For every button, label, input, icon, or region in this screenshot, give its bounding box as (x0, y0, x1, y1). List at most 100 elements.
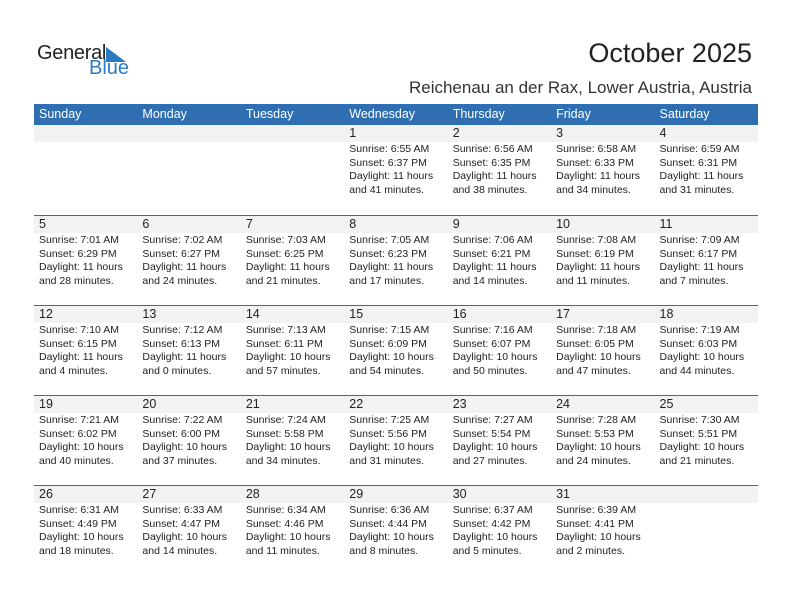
daylight-minutes-text: and 38 minutes. (452, 183, 528, 196)
day-cell: Sunrise: 7:01 AM Sunset: 6:29 PM Daylight:… (34, 233, 137, 288)
day-number: 10 (556, 217, 571, 231)
sunrise-text: Sunrise: 7:18 AM (556, 324, 637, 336)
daylight-minutes-text: and 14 minutes. (452, 274, 528, 287)
weekday-tuesday: Tuesday (245, 107, 294, 121)
sunrise-text: Sunrise: 7:27 AM (452, 414, 533, 426)
week-row: 26 27 28 29 30 31 Sunrise: 6:31 AM Sunset: 4:49… (34, 485, 758, 575)
sunset-text: Sunset: 4:46 PM (245, 517, 324, 530)
day-cell: Sunrise: 7:22 AM Sunset: 6:00 PM Daylight:… (137, 413, 240, 468)
daylight-text: Daylight: 10 hours (452, 351, 538, 363)
sunrise-text: Sunrise: 7:02 AM (142, 234, 223, 246)
day-number-row: 5 6 7 8 9 10 11 (34, 216, 758, 233)
day-number: 11 (659, 217, 673, 231)
location-subtitle: Reichenau an der Rax, Lower Austria, Aus… (408, 78, 752, 97)
daylight-text: Daylight: 11 hours (349, 170, 434, 182)
sunset-text: Sunset: 4:42 PM (452, 517, 531, 530)
day-cell: Sunrise: 7:13 AM Sunset: 6:11 PM Daylight:… (241, 323, 344, 378)
sunrise-text: Sunrise: 7:03 AM (245, 234, 326, 246)
daylight-text: Daylight: 10 hours (556, 531, 641, 543)
day-cell (241, 142, 344, 197)
day-cell: Sunrise: 7:05 AM Sunset: 6:23 PM Daylight:… (344, 233, 447, 288)
logo-word-general: General (37, 42, 107, 64)
daylight-text: Daylight: 10 hours (452, 441, 538, 453)
daylight-minutes-text: and 41 minutes. (349, 183, 424, 196)
sunset-text: Sunset: 6:11 PM (245, 337, 323, 350)
day-number: 23 (452, 397, 467, 411)
day-cell: Sunrise: 7:06 AM Sunset: 6:21 PM Daylight:… (448, 233, 551, 288)
sunrise-text: Sunrise: 6:55 AM (349, 143, 430, 155)
sunrise-text: Sunrise: 6:39 AM (556, 504, 637, 516)
calendar-grid: Sunday Monday Tuesday Wednesday Thursday Frid… (34, 104, 758, 575)
daylight-minutes-text: and 11 minutes. (245, 544, 320, 557)
daylight-text: Daylight: 10 hours (245, 531, 331, 543)
sunrise-text: Sunrise: 7:10 AM (39, 324, 119, 336)
daylight-minutes-text: and 24 minutes. (556, 454, 631, 467)
weekday-monday: Monday (142, 107, 187, 121)
sunrise-text: Sunrise: 6:56 AM (452, 143, 533, 155)
sunrise-text: Sunrise: 7:01 AM (39, 234, 119, 246)
day-cell (655, 503, 758, 558)
sunset-text: Sunset: 6:15 PM (39, 337, 117, 350)
sunrise-text: Sunrise: 7:30 AM (659, 414, 740, 426)
daylight-minutes-text: and 24 minutes. (142, 274, 218, 287)
page-title: October 2025 (588, 38, 752, 68)
daylight-text: Daylight: 10 hours (659, 351, 745, 363)
sunset-text: Sunset: 6:17 PM (659, 247, 738, 260)
day-cell: Sunrise: 6:36 AM Sunset: 4:44 PM Daylight:… (344, 503, 447, 558)
sunrise-text: Sunrise: 7:16 AM (452, 324, 533, 336)
week-row: 12 13 14 15 16 17 18 Sunrise: 7:10 AM Sunset: 6:… (34, 305, 758, 395)
day-number: 12 (39, 307, 53, 321)
day-number-row: 1 2 3 4 (34, 125, 758, 142)
sunset-text: Sunset: 6:35 PM (452, 156, 531, 169)
day-number: 5 (39, 217, 46, 231)
sunrise-text: Sunrise: 7:21 AM (39, 414, 119, 426)
daylight-minutes-text: and 34 minutes. (245, 454, 321, 467)
day-info-row: Sunrise: 6:55 AM Sunset: 6:37 PM Daylight:… (34, 142, 758, 197)
sunset-text: Sunset: 6:07 PM (452, 337, 531, 350)
day-number: 24 (556, 397, 571, 411)
daylight-minutes-text: and 37 minutes. (142, 454, 218, 467)
daylight-text: Daylight: 10 hours (556, 351, 641, 363)
sunrise-text: Sunrise: 7:12 AM (142, 324, 223, 336)
day-number-row: 26 27 28 29 30 31 (34, 486, 758, 503)
day-number: 26 (39, 487, 53, 501)
daylight-minutes-text: and 57 minutes. (245, 364, 321, 377)
sunset-text: Sunset: 5:58 PM (245, 427, 324, 440)
daylight-text: Daylight: 11 hours (39, 351, 123, 363)
sunset-text: Sunset: 6:09 PM (349, 337, 427, 350)
daylight-minutes-text: and 14 minutes. (142, 544, 218, 557)
day-cell: Sunrise: 6:55 AM Sunset: 6:37 PM Daylight:… (344, 142, 447, 197)
weekday-friday: Friday (556, 107, 591, 121)
daylight-text: Daylight: 11 hours (245, 261, 330, 273)
daylight-text: Daylight: 11 hours (452, 170, 537, 182)
daylight-minutes-text: and 5 minutes. (452, 544, 522, 557)
day-number: 9 (452, 217, 460, 231)
daylight-text: Daylight: 10 hours (452, 531, 538, 543)
daylight-text: Daylight: 10 hours (349, 531, 434, 543)
daylight-text: Daylight: 10 hours (245, 441, 331, 453)
sunrise-text: Sunrise: 7:08 AM (556, 234, 637, 246)
weekday-saturday: Saturday (659, 107, 710, 121)
sunset-text: Sunset: 5:56 PM (349, 427, 427, 440)
sunset-text: Sunset: 6:29 PM (39, 247, 117, 260)
daylight-text: Daylight: 11 hours (556, 261, 640, 273)
weekday-wednesday: Wednesday (349, 107, 416, 121)
day-number: 16 (452, 307, 467, 321)
sunrise-text: Sunrise: 7:22 AM (142, 414, 223, 426)
sunset-text: Sunset: 5:53 PM (556, 427, 634, 440)
sunset-text: Sunset: 5:51 PM (659, 427, 738, 440)
daylight-minutes-text: and 11 minutes. (556, 274, 631, 287)
sunrise-text: Sunrise: 6:33 AM (142, 504, 223, 516)
sunset-text: Sunset: 6:05 PM (556, 337, 634, 350)
day-cell: Sunrise: 7:21 AM Sunset: 6:02 PM Daylight:… (34, 413, 137, 468)
day-number-row: 12 13 14 15 16 17 18 (34, 306, 758, 323)
logo-word-blue: Blue (89, 57, 130, 79)
daylight-text: Daylight: 10 hours (142, 441, 228, 453)
daylight-text: Daylight: 10 hours (349, 351, 434, 363)
day-info-row: Sunrise: 7:21 AM Sunset: 6:02 PM Daylight:… (34, 413, 758, 468)
day-cell: Sunrise: 7:18 AM Sunset: 6:05 PM Daylight:… (551, 323, 654, 378)
daylight-minutes-text: and 2 minutes. (556, 544, 625, 557)
daylight-minutes-text: and 0 minutes. (142, 364, 212, 377)
daylight-text: Daylight: 11 hours (39, 261, 123, 273)
